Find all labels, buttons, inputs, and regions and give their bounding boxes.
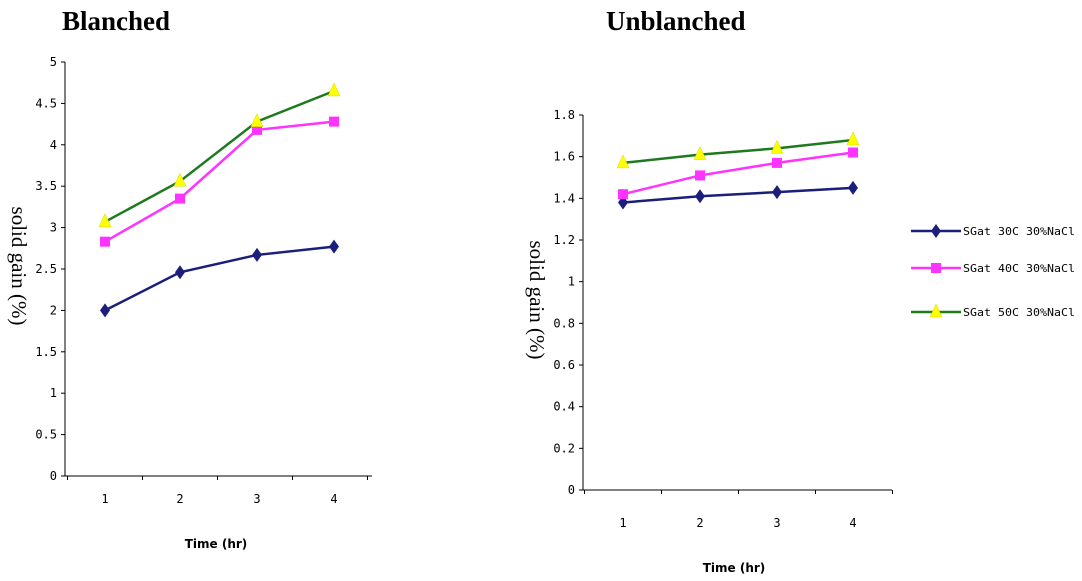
blanched-y-tick-label: 3.5 (35, 179, 57, 193)
unblanched-y-tick-label: 0.4 (553, 400, 575, 414)
unblanched-y-tick-label: 0.6 (553, 358, 575, 372)
blanched-series-3-point (98, 213, 112, 228)
unblanched-series-2-point (772, 157, 782, 168)
blanched-y-tick-label: 2 (50, 303, 57, 317)
unblanched-series-3-line (622, 138, 854, 165)
unblanched-y-tick-label: 1.4 (553, 191, 575, 205)
blanched-x-tick-label: 3 (253, 492, 260, 506)
unblanched-y-tick-label: 1.2 (553, 233, 575, 247)
unblanched-series-1-point (695, 189, 705, 204)
unblanched-y-tick-label: 1.8 (553, 108, 575, 122)
blanched-y-tick-label: 0 (50, 469, 57, 483)
blanched-y-tick-label: 2.5 (35, 262, 57, 276)
blanched-series-1-point (175, 265, 185, 280)
unblanched-series-3-point (693, 145, 707, 160)
unblanched-series-2-point (618, 189, 628, 200)
unblanched-series-1-point (848, 180, 858, 195)
blanched-y-tick-label: 1.5 (35, 345, 57, 359)
blanched-series-2-point (175, 193, 185, 204)
unblanched-series-2-point (848, 147, 858, 158)
unblanched-series-3-point (770, 139, 784, 154)
blanched-x-tick-label: 2 (176, 492, 183, 506)
blanched-series-3-point (250, 113, 264, 127)
blanched-series-2-point (100, 236, 110, 247)
unblanched-series-3-point (846, 131, 860, 146)
blanched-y-tick-label: 3 (50, 221, 57, 235)
legend-marker (931, 263, 941, 273)
legend-label: SGat 30C 30%NaCl (963, 225, 1075, 238)
blanched-series-2-point (329, 116, 339, 127)
unblanched-y-tick-label: 1 (568, 275, 575, 289)
blanched-series-3-point (173, 172, 187, 187)
unblanched-y-tick-label: 0 (568, 483, 575, 497)
unblanched-series-2-point (695, 170, 705, 181)
blanched-x-axis-label: Time (hr) (185, 537, 248, 551)
blanched-y-axis-label: solid gain (%) (7, 207, 31, 326)
chart-title-unblanched: Unblanched (606, 6, 746, 36)
unblanched-x-axis-label: Time (hr) (703, 561, 766, 575)
blanched-y-tick-label: 5 (50, 55, 57, 69)
legend-marker (929, 303, 943, 318)
legend-marker (931, 224, 941, 238)
unblanched-series-1-point (772, 185, 782, 200)
blanched-series-3-point (327, 82, 341, 97)
legend-label: SGat 50C 30%NaCl (963, 306, 1075, 319)
unblanched-y-tick-label: 0.8 (553, 316, 575, 330)
blanched-y-tick-label: 4 (50, 138, 57, 152)
unblanched-series-3-point (616, 154, 630, 169)
blanched-series-3-line (104, 89, 335, 223)
blanched-series-2-point (252, 124, 262, 135)
unblanched-y-tick-label: 0.2 (553, 441, 575, 455)
blanched-x-tick-label: 4 (330, 492, 337, 506)
blanched-y-tick-label: 0.5 (35, 428, 57, 442)
blanched-y-tick-label: 4.5 (35, 96, 57, 110)
legend: SGat 30C 30%NaCl SGat 40C 30%NaCl SGat 50C… (911, 225, 1075, 319)
unblanched-x-tick-label: 1 (619, 516, 626, 530)
unblanched-series-1-line (622, 186, 854, 204)
blanched-series-1-line (104, 245, 335, 312)
unblanched-y-axis-label: solid gain (%) (525, 241, 549, 360)
blanched-y-tick-label: 1 (50, 386, 57, 400)
blanched-plot: 0 0.5 1 1.5 2 2.5 3 3.5 4 4.5 5 1 2 3 4 Time (hr) solid … (7, 55, 372, 551)
unblanched-x-tick-label: 3 (773, 516, 780, 530)
blanched-series-1-point (100, 303, 110, 318)
legend-label: SGat 40C 30%NaCl (963, 262, 1075, 275)
blanched-series-1-point (252, 247, 262, 262)
blanched-x-tick-label: 1 (101, 492, 108, 506)
chart-title-blanched: Blanched (62, 6, 171, 36)
blanched-series-1-point (329, 239, 339, 254)
unblanched-series-2-line (622, 151, 854, 196)
unblanched-x-tick-label: 2 (696, 516, 703, 530)
blanched-series-2-line (104, 120, 335, 243)
unblanched-y-tick-label: 1.6 (553, 150, 575, 164)
unblanched-x-tick-label: 4 (849, 516, 856, 530)
unblanched-plot: 0 0.2 0.4 0.6 0.8 1 1.2 1.4 1.6 1.8 1 2 3 4 Time (hr) s… (525, 108, 893, 575)
